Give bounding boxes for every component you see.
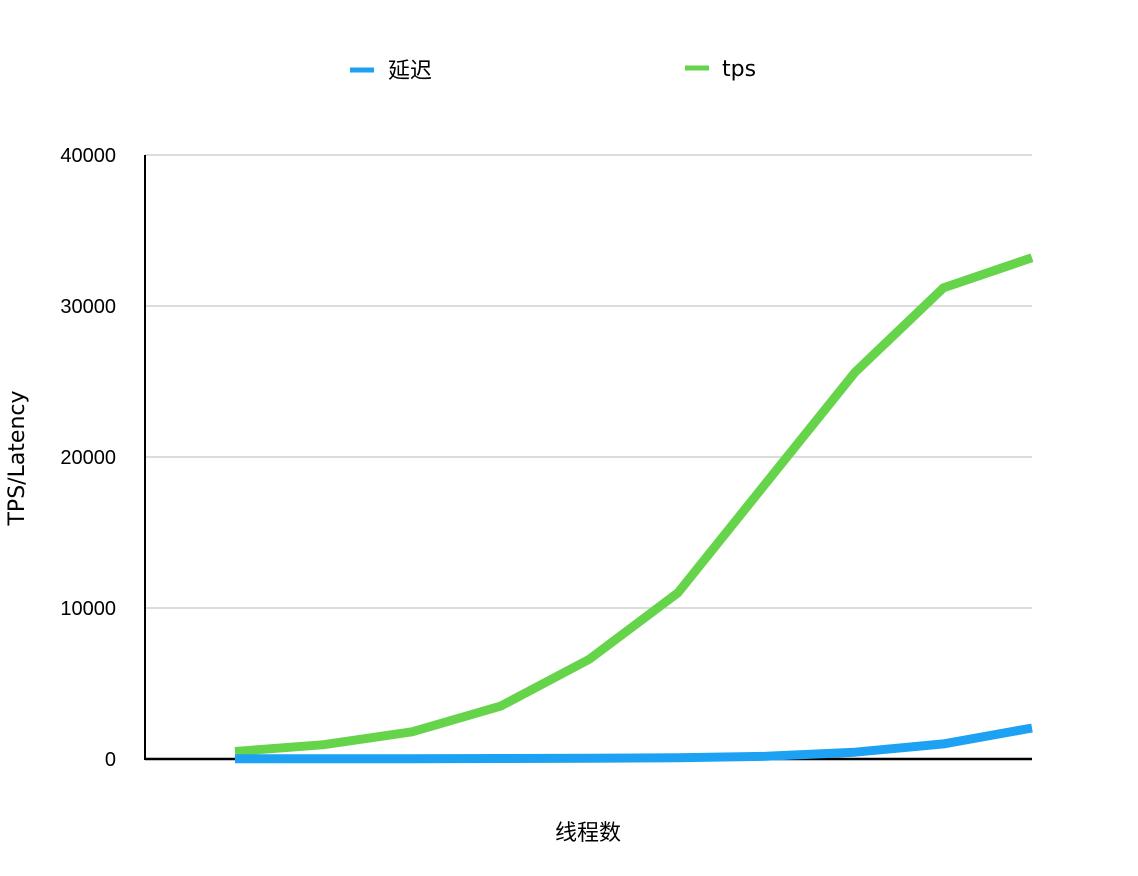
y-axis-title: TPS/Latency — [5, 390, 30, 526]
legend-item-tps: tps — [685, 57, 756, 82]
series-line-tps — [234, 253, 1034, 756]
y-tick-label: 0 — [105, 749, 116, 771]
legend: 延迟 tps — [350, 57, 756, 84]
legend-label-tps: tps — [722, 57, 756, 82]
y-tick-label: 40000 — [60, 145, 116, 167]
y-tick-label: 20000 — [60, 447, 116, 469]
y-tick-label: 30000 — [60, 296, 116, 318]
series-line-latency — [235, 723, 1033, 764]
y-tick-labels: 0 10000 20000 30000 40000 — [60, 145, 116, 771]
x-axis-title: 线程数 — [555, 821, 621, 846]
grid-lines — [145, 154, 1032, 609]
y-tick-label: 10000 — [60, 598, 116, 620]
legend-label-latency: 延迟 — [388, 59, 432, 84]
series-lines — [234, 253, 1034, 764]
legend-item-latency: 延迟 — [350, 59, 432, 84]
